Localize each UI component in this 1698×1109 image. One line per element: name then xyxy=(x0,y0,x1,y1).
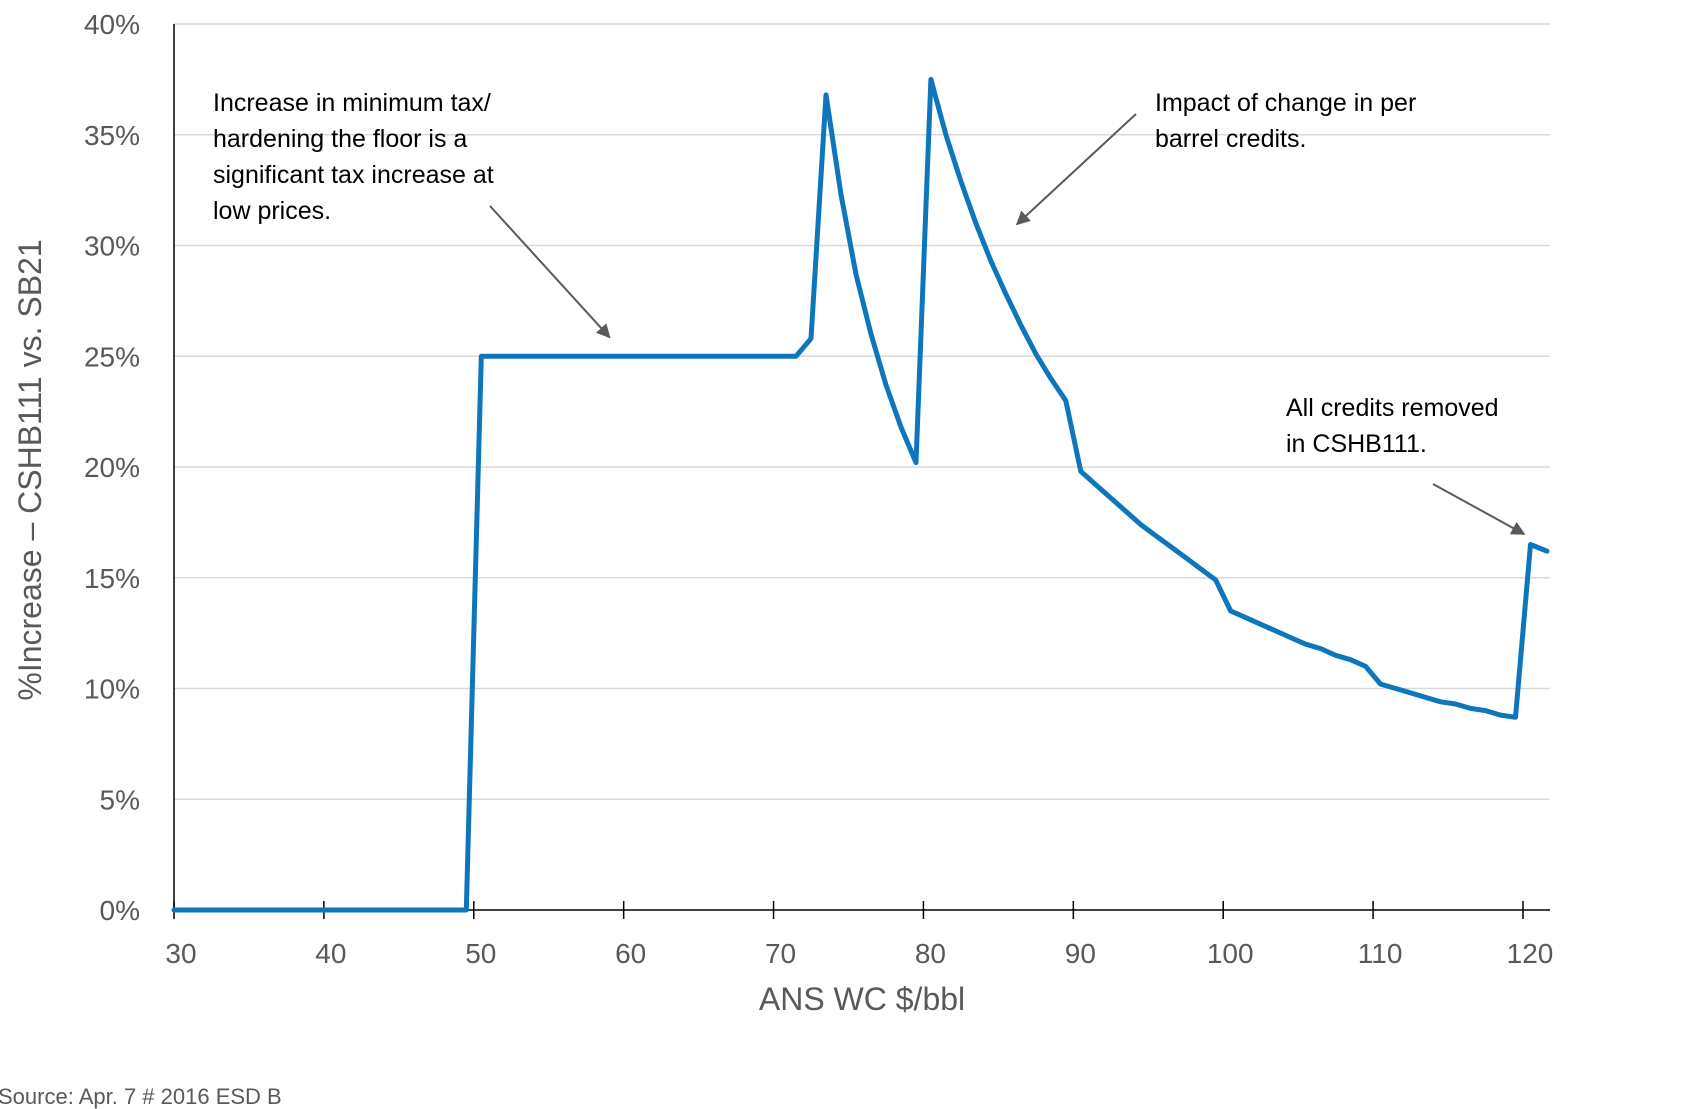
annotation-text-line: barrel credits. xyxy=(1155,125,1306,153)
annotation-text-line: low prices. xyxy=(213,197,331,225)
y-tick-label: 10% xyxy=(84,674,140,705)
annotation-text-line: Impact of change in per xyxy=(1155,89,1416,117)
x-tick-label: 30 xyxy=(165,938,196,969)
x-tick-label: 60 xyxy=(615,938,646,969)
footer-source-text: Source: Apr. 7 # 2016 ESD B xyxy=(0,1084,282,1109)
y-axis-title: %Increase – CSHB111 vs. SB21 xyxy=(12,239,48,700)
x-tick-label: 110 xyxy=(1358,938,1403,969)
annotation-3: All credits removed in CSHB111. xyxy=(1286,394,1526,535)
series xyxy=(171,76,1550,913)
y-tick-label: 30% xyxy=(84,231,140,262)
annotation-text-line: in CSHB111. xyxy=(1286,430,1427,458)
y-tick-label: 20% xyxy=(84,452,140,483)
x-tick-label: 80 xyxy=(915,938,946,969)
x-tick-label: 40 xyxy=(315,938,346,969)
annotation-arrow xyxy=(1432,483,1526,535)
x-axis-ticks: 30 40 50 60 70 80 90 100 110 120 xyxy=(165,901,1553,969)
annotation-text-line: All credits removed xyxy=(1286,394,1499,422)
x-tick-label: 50 xyxy=(465,938,496,969)
y-tick-label: 0% xyxy=(100,895,140,926)
x-tick-label: 120 xyxy=(1507,938,1554,969)
y-tick-label: 40% xyxy=(84,9,140,40)
y-tick-label: 35% xyxy=(84,120,140,151)
y-tick-label: 25% xyxy=(84,341,140,372)
x-tick-label: 70 xyxy=(765,938,796,969)
annotation-arrow xyxy=(1015,113,1137,226)
annotation-text-line: Increase in minimum tax/ xyxy=(213,89,491,117)
x-tick-label: 100 xyxy=(1207,938,1254,969)
y-axis-ticks: 0% 5% 10% 15% 20% 25% 30% 35% 40% xyxy=(84,9,140,926)
gridlines xyxy=(174,23,1550,800)
annotation-text-line: hardening the floor is a xyxy=(213,125,467,153)
annotation-2: Impact of change in per barrel credits. xyxy=(1015,89,1416,226)
y-tick-label: 15% xyxy=(84,563,140,594)
y-tick-label: 5% xyxy=(100,784,140,815)
annotation-arrow xyxy=(489,205,611,339)
series-line xyxy=(171,76,1550,913)
x-tick-label: 90 xyxy=(1065,938,1096,969)
annotation-text-line: significant tax increase at xyxy=(213,161,494,189)
x-axis-title: ANS WC $/bbl xyxy=(759,981,965,1017)
annotation-1: Increase in minimum tax/hardening the fl… xyxy=(213,89,611,339)
annotations: Increase in minimum tax/hardening the fl… xyxy=(213,89,1526,535)
